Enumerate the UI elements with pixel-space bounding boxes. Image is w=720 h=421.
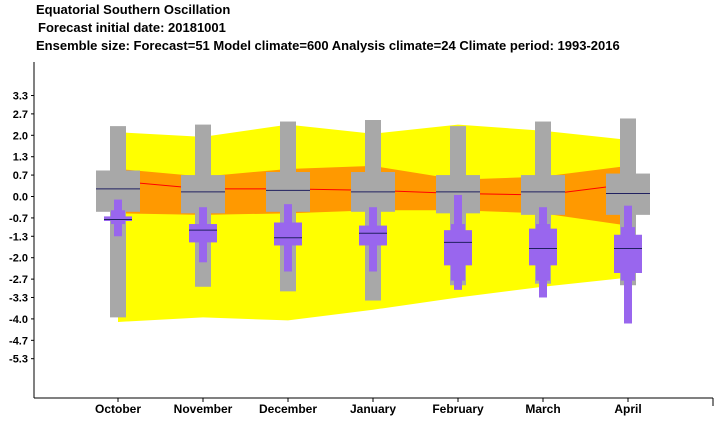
y-tick-label: -1.3 bbox=[9, 231, 28, 243]
forecast-range-25-75 bbox=[359, 225, 387, 246]
x-tick-label: April bbox=[614, 402, 641, 416]
forecast-range-25-75 bbox=[104, 216, 132, 221]
forecast-box bbox=[189, 207, 217, 263]
forecast-range-25-75 bbox=[614, 234, 642, 273]
forecast-range-25-75 bbox=[189, 224, 217, 243]
y-tick-label: -3.3 bbox=[9, 292, 28, 304]
y-tick-label: 0.0 bbox=[13, 192, 28, 204]
forecast-box bbox=[529, 207, 557, 298]
forecast-box bbox=[359, 207, 387, 272]
forecast-range-25-75 bbox=[274, 222, 302, 246]
forecast-range-25-75 bbox=[444, 230, 472, 266]
ensemble-info: Ensemble size: Forecast=51 Model climate… bbox=[36, 38, 620, 53]
y-tick-label: 1.3 bbox=[13, 152, 28, 164]
x-tick-label: October bbox=[95, 402, 141, 416]
y-tick-label: 2.7 bbox=[13, 109, 28, 121]
model-climate-range-25-75 bbox=[181, 175, 225, 214]
x-tick-label: January bbox=[350, 402, 396, 416]
y-tick-label: 2.0 bbox=[13, 130, 28, 142]
y-tick-label: -4.0 bbox=[9, 314, 28, 326]
y-tick-label: -2.0 bbox=[9, 253, 28, 265]
forecast-box bbox=[274, 204, 302, 272]
forecast-box bbox=[614, 205, 642, 324]
x-tick-label: February bbox=[432, 402, 484, 416]
x-tick-label: March bbox=[525, 402, 560, 416]
forecast-initial-date: Forecast initial date: 20181001 bbox=[38, 20, 226, 35]
x-tick-label: November bbox=[174, 402, 233, 416]
chart-title: Equatorial Southern Oscillation bbox=[36, 2, 231, 17]
x-tick-label: December bbox=[259, 402, 317, 416]
y-tick-label: -4.7 bbox=[9, 335, 28, 347]
y-tick-label: -2.7 bbox=[9, 274, 28, 286]
y-tick-label: 3.3 bbox=[13, 91, 28, 103]
forecast-box bbox=[104, 199, 132, 237]
y-tick-label: -0.7 bbox=[9, 213, 28, 225]
y-tick-label: -5.3 bbox=[9, 354, 28, 366]
y-tick-label: 0.7 bbox=[13, 170, 28, 182]
forecast-range-25-75 bbox=[529, 228, 557, 266]
forecast-box bbox=[444, 194, 472, 290]
